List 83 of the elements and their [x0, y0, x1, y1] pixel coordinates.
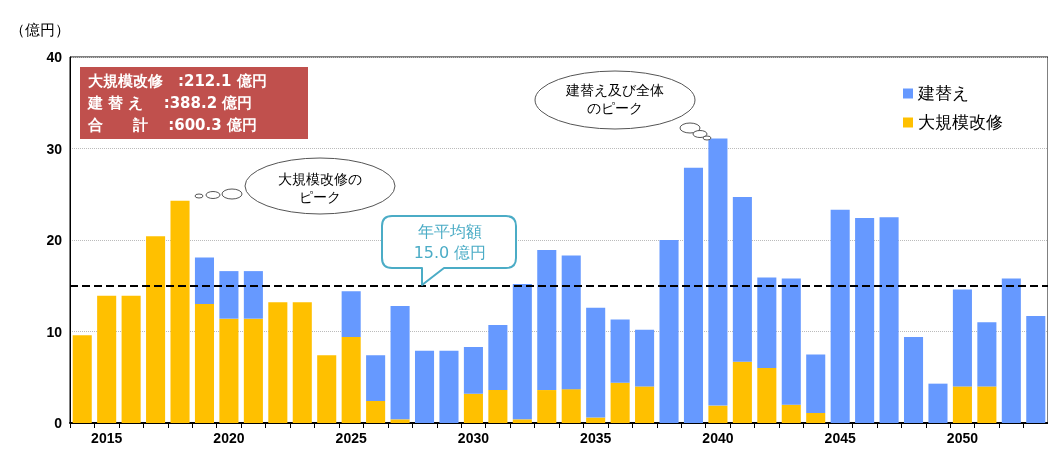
x-tick-label: 2045 — [824, 430, 856, 446]
bar — [194, 257, 215, 305]
legend-label: 建替え — [917, 84, 969, 103]
bar — [683, 167, 704, 423]
bar — [439, 350, 459, 423]
bar — [1001, 278, 1021, 423]
bar — [1026, 315, 1046, 423]
annotation: 合 計 :600.3 億円 — [88, 115, 258, 136]
bar — [586, 307, 606, 418]
y-tick-label: 10 — [46, 323, 63, 340]
y-tick-label: 0 — [54, 415, 63, 431]
bar — [537, 390, 557, 423]
x-tick-label: 2040 — [702, 430, 734, 446]
x-tick-label: 2030 — [457, 430, 490, 446]
x-tick-label: 2020 — [213, 430, 245, 446]
bar — [243, 318, 263, 423]
bar — [194, 304, 215, 423]
bar — [463, 393, 483, 423]
annotation: 建替え及び全体のピーク — [565, 81, 665, 117]
bar — [781, 278, 801, 405]
bar — [855, 218, 875, 423]
bar — [292, 302, 312, 423]
bar — [830, 209, 850, 423]
x-tick-label: 2015 — [91, 430, 123, 446]
bar — [390, 305, 410, 420]
x-tick-label: 2050 — [946, 430, 979, 446]
bar — [781, 404, 801, 423]
bar — [97, 295, 117, 423]
bar — [341, 336, 361, 423]
bar — [708, 405, 728, 423]
bar — [561, 389, 581, 423]
bar — [366, 401, 386, 423]
bar — [414, 350, 435, 423]
bar — [586, 417, 606, 423]
y-tick-label: 20 — [46, 232, 63, 248]
bar — [390, 419, 410, 423]
bar — [219, 318, 239, 423]
bar — [317, 355, 337, 423]
bar — [952, 386, 972, 423]
bar — [610, 382, 630, 423]
bar — [170, 200, 190, 423]
legend-label: 大規模改修 — [918, 113, 1003, 132]
annotation: 建 替 え :388.2 億円 — [88, 93, 254, 114]
y-tick-label: 30 — [46, 140, 63, 157]
ref-line-label: 年平均額15.0 億円 — [412, 220, 488, 263]
x-tick-label: 2035 — [580, 430, 612, 446]
bar — [757, 277, 777, 369]
annotation: 大規模改修のピーク — [277, 170, 363, 206]
bar — [708, 138, 728, 406]
bar — [732, 197, 752, 362]
bar — [635, 329, 655, 387]
bar — [732, 361, 752, 423]
bar — [366, 355, 386, 402]
bar — [757, 368, 777, 423]
bar — [659, 240, 679, 423]
bar — [146, 236, 166, 423]
bar — [121, 295, 141, 423]
bar — [512, 419, 532, 423]
bar — [512, 283, 532, 420]
bar — [72, 335, 92, 423]
y-tick-label: 40 — [46, 49, 63, 65]
bar — [488, 325, 508, 391]
x-tick-label: 2025 — [335, 430, 367, 446]
y-axis-title: （億円） — [10, 21, 70, 38]
bar — [806, 354, 826, 413]
bar — [488, 390, 508, 423]
bar — [268, 302, 288, 423]
bar — [635, 386, 655, 423]
bar — [219, 271, 239, 319]
bar — [537, 250, 557, 391]
bar — [806, 412, 826, 423]
bar — [243, 271, 263, 319]
bar — [977, 322, 997, 387]
bar — [341, 291, 361, 337]
bar — [610, 319, 630, 383]
bar — [463, 347, 483, 394]
annotation: 大規模改修 :212.1 億円 — [88, 71, 268, 92]
bar — [561, 255, 581, 390]
bar — [903, 336, 924, 423]
bar — [952, 289, 972, 387]
bar — [977, 386, 997, 423]
bar — [928, 383, 948, 423]
bar — [879, 217, 899, 423]
